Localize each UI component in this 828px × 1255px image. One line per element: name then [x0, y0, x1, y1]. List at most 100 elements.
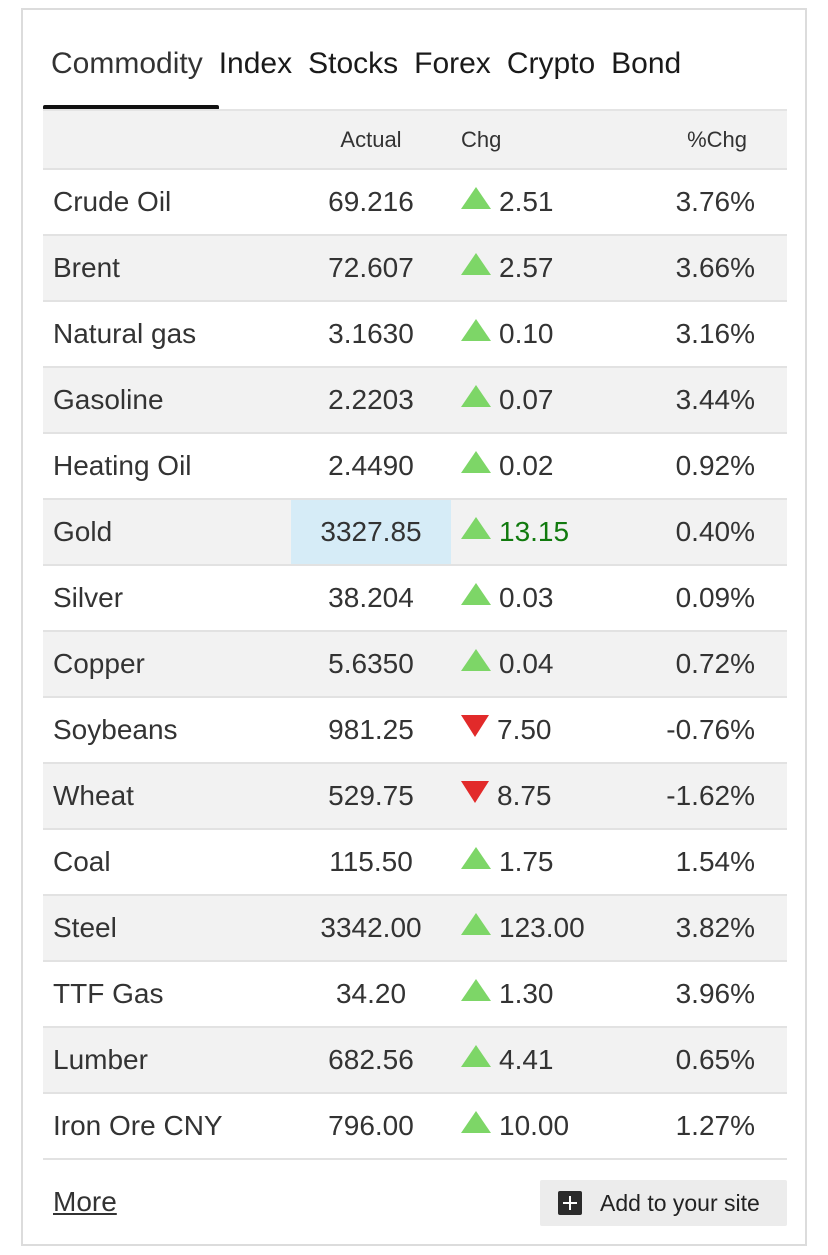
change-cell: 2.57	[451, 235, 639, 302]
commodity-name[interactable]: Soybeans	[43, 697, 291, 764]
commodity-name[interactable]: Lumber	[43, 1027, 291, 1094]
actual-value: 38.204	[291, 565, 451, 632]
tab-bond[interactable]: Bond	[611, 47, 682, 80]
market-quotes-widget: Commodity Index Stocks Forex Crypto Bond…	[21, 8, 807, 1246]
table-row[interactable]: Lumber 682.56 4.41 0.65%	[43, 1027, 787, 1094]
commodity-name[interactable]: Brent	[43, 235, 291, 302]
change-value: 0.10	[499, 318, 554, 349]
table-row[interactable]: Wheat 529.75 8.75 -1.62%	[43, 763, 787, 830]
commodity-name[interactable]: Coal	[43, 829, 291, 896]
percent-change-value: 0.92%	[639, 433, 787, 500]
tab-index[interactable]: Index	[218, 47, 293, 80]
tab-crypto[interactable]: Crypto	[506, 47, 596, 80]
up-arrow-icon	[461, 583, 491, 605]
change-cell: 0.03	[451, 565, 639, 632]
table-row[interactable]: Gold 3327.85 13.15 0.40%	[43, 499, 787, 566]
up-arrow-icon	[461, 847, 491, 869]
actual-value: 5.6350	[291, 631, 451, 698]
percent-change-value: 0.40%	[639, 499, 787, 566]
table-row[interactable]: Iron Ore CNY 796.00 10.00 1.27%	[43, 1093, 787, 1160]
table-row[interactable]: Natural gas 3.1630 0.10 3.16%	[43, 301, 787, 368]
up-arrow-icon	[461, 319, 491, 341]
change-cell: 4.41	[451, 1027, 639, 1094]
add-to-site-button[interactable]: Add to your site	[540, 1180, 787, 1226]
table-row[interactable]: Brent 72.607 2.57 3.66%	[43, 235, 787, 302]
tab-stocks[interactable]: Stocks	[308, 47, 399, 80]
tabs-divider	[43, 109, 787, 111]
actual-value: 2.4490	[291, 433, 451, 500]
up-arrow-icon	[461, 649, 491, 671]
table-row[interactable]: Copper 5.6350 0.04 0.72%	[43, 631, 787, 698]
change-value: 7.50	[497, 714, 552, 745]
table-header-row: Actual Chg %Chg	[43, 111, 787, 170]
header-name	[43, 111, 291, 170]
commodity-name[interactable]: Steel	[43, 895, 291, 962]
commodity-name[interactable]: Iron Ore CNY	[43, 1093, 291, 1160]
percent-change-value: 3.96%	[639, 961, 787, 1028]
header-chg: Chg	[451, 111, 639, 170]
table-row[interactable]: TTF Gas 34.20 1.30 3.96%	[43, 961, 787, 1028]
actual-value: 115.50	[291, 829, 451, 896]
up-arrow-icon	[461, 1045, 491, 1067]
up-arrow-icon	[461, 451, 491, 473]
commodity-name[interactable]: Gold	[43, 499, 291, 566]
commodity-name[interactable]: Gasoline	[43, 367, 291, 434]
up-arrow-icon	[461, 913, 491, 935]
percent-change-value: 0.72%	[639, 631, 787, 698]
change-cell: 0.10	[451, 301, 639, 368]
change-cell: 8.75	[451, 763, 639, 830]
header-actual: Actual	[291, 111, 451, 170]
change-cell: 7.50	[451, 697, 639, 764]
more-link[interactable]: More	[53, 1186, 117, 1217]
actual-value: 2.2203	[291, 367, 451, 434]
change-value: 10.00	[499, 1110, 570, 1141]
tab-commodity[interactable]: Commodity	[43, 40, 219, 110]
change-value: 0.02	[499, 450, 554, 481]
actual-value: 34.20	[291, 961, 451, 1028]
commodity-name[interactable]: Silver	[43, 565, 291, 632]
table-row[interactable]: Gasoline 2.2203 0.07 3.44%	[43, 367, 787, 434]
commodity-name[interactable]: TTF Gas	[43, 961, 291, 1028]
change-cell: 0.07	[451, 367, 639, 434]
actual-value: 69.216	[291, 169, 451, 236]
change-cell: 10.00	[451, 1093, 639, 1160]
commodity-name[interactable]: Heating Oil	[43, 433, 291, 500]
percent-change-value: -0.76%	[639, 697, 787, 764]
change-cell: 123.00	[451, 895, 639, 962]
actual-value: 3.1630	[291, 301, 451, 368]
table-row[interactable]: Soybeans 981.25 7.50 -0.76%	[43, 697, 787, 764]
change-value: 123.00	[499, 912, 585, 943]
commodity-quotes-table: Actual Chg %Chg Crude Oil 69.216 2.51 3.76%…	[43, 111, 787, 1160]
table-row[interactable]: Silver 38.204 0.03 0.09%	[43, 565, 787, 632]
percent-change-value: 3.82%	[639, 895, 787, 962]
table-row[interactable]: Coal 115.50 1.75 1.54%	[43, 829, 787, 896]
change-cell: 13.15	[451, 499, 639, 566]
header-pct-chg: %Chg	[639, 111, 787, 170]
commodity-name[interactable]: Crude Oil	[43, 169, 291, 236]
tab-forex[interactable]: Forex	[414, 47, 491, 80]
percent-change-value: 3.76%	[639, 169, 787, 236]
table-row[interactable]: Steel 3342.00 123.00 3.82%	[43, 895, 787, 962]
down-arrow-icon	[461, 781, 489, 803]
change-value: 8.75	[497, 780, 552, 811]
down-arrow-icon	[461, 715, 489, 737]
add-to-site-label: Add to your site	[600, 1189, 760, 1216]
change-value: 0.04	[499, 648, 554, 679]
table-row[interactable]: Heating Oil 2.4490 0.02 0.92%	[43, 433, 787, 500]
commodity-name[interactable]: Copper	[43, 631, 291, 698]
percent-change-value: 0.09%	[639, 565, 787, 632]
change-cell: 2.51	[451, 169, 639, 236]
up-arrow-icon	[461, 187, 491, 209]
change-value: 0.03	[499, 582, 554, 613]
change-value: 13.15	[499, 516, 570, 547]
percent-change-value: 3.66%	[639, 235, 787, 302]
up-arrow-icon	[461, 385, 491, 407]
change-value: 2.57	[499, 252, 554, 283]
percent-change-value: 1.27%	[639, 1093, 787, 1160]
change-cell: 0.02	[451, 433, 639, 500]
table-row[interactable]: Crude Oil 69.216 2.51 3.76%	[43, 169, 787, 236]
commodity-name[interactable]: Wheat	[43, 763, 291, 830]
commodity-name[interactable]: Natural gas	[43, 301, 291, 368]
actual-value: 981.25	[291, 697, 451, 764]
percent-change-value: 1.54%	[639, 829, 787, 896]
